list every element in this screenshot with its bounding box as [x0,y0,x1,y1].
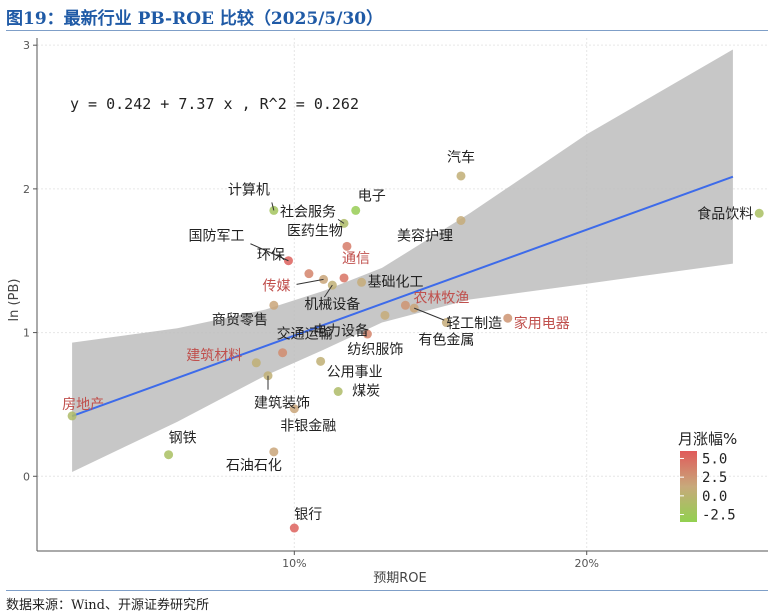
data-point [357,277,367,287]
data-point [503,313,513,323]
data-point [269,300,279,310]
legend-tick-label: -2.5 [702,508,736,524]
data-point [289,523,299,533]
data-point [164,450,174,460]
legend-tick-label: 5.0 [702,451,727,467]
regression-line [71,175,734,418]
point-label: 社会服务 [280,204,336,220]
point-label: 医药生物 [287,223,343,239]
point-label: 公用事业 [327,364,383,380]
data-point [278,348,288,358]
data-point [754,208,764,218]
point-label: 煤炭 [352,383,380,399]
point-label: 纺织服饰 [347,342,403,358]
label-leader-line [414,307,445,321]
data-point [269,447,279,457]
point-label: 传媒 [263,278,291,294]
legend-title: 月涨幅% [678,430,737,448]
point-label: 银行 [294,507,322,523]
data-point [400,300,410,310]
data-point [304,269,314,279]
data-point [67,411,77,421]
y-tick-label: 1 [23,327,30,340]
legend-tick-label: 0.0 [702,489,727,505]
point-label: 基础化工 [368,273,424,290]
point-label: 通信 [342,251,370,267]
regression-line-path [71,175,734,418]
label-leader-line [271,202,275,211]
data-point [333,386,343,396]
point-label: 环保 [257,248,285,264]
label-leader-line [337,218,345,224]
point-label: 石油石化 [226,458,282,474]
label-leader-line [296,278,324,285]
data-point [362,329,372,339]
point-label: 轻工制造 [446,316,502,332]
y-tick-label: 3 [23,39,30,52]
data-point [289,404,299,414]
data-point [316,356,326,366]
axes: 0 1 2 3 10% 20% [23,38,768,570]
title-divider [6,30,768,31]
point-label: 计算机 [228,182,270,198]
y-axis-label: ln (PB) [7,279,22,322]
x-tick-label: 20% [574,557,598,570]
label-leader-line [250,243,289,262]
confidence-band [72,49,733,472]
source-divider [6,590,768,591]
point-label: 汽车 [447,149,475,166]
data-point [380,310,390,320]
data-point [339,273,349,283]
point-label: 房地产 [62,397,104,413]
point-label: 电力设备 [313,322,369,339]
point-label: 家用电器 [514,315,570,332]
point-label: 美容护理 [397,227,453,244]
point-label: 建筑装饰 [254,396,310,412]
data-point [456,215,466,225]
point-label: 建筑材料 [186,348,242,364]
confidence-band-area [72,49,733,472]
point-label: 商贸零售 [212,312,268,328]
point-label: 食品饮料 [697,205,753,222]
point-label: 国防军工 [188,229,244,245]
point-label: 非银金融 [280,419,336,435]
data-point [251,358,261,368]
figure-title: 图19：最新行业 PB-ROE 比较（2025/5/30） [6,9,384,29]
point-label: 交通运输 [277,326,333,343]
regression-equation: y = 0.242 + 7.37 x , R^2 = 0.262 [70,95,359,113]
x-tick-label: 10% [282,557,306,570]
y-tick-label: 0 [23,470,30,483]
point-label: 钢铁 [169,431,197,447]
point-label: 有色金属 [418,332,474,349]
label-leader-line [323,284,333,298]
point-label: 电子 [358,188,386,204]
x-axis-label: 预期ROE [373,571,426,586]
y-tick-label: 2 [23,183,30,196]
data-point [351,205,361,215]
point-label: 机械设备 [304,296,360,313]
figure-source: 数据来源：Wind、开源证券研究所 [6,598,209,613]
data-point [342,241,352,251]
point-label: 农林牧渔 [413,290,469,306]
legend-tick-label: 2.5 [702,470,727,486]
legend-color-bar [680,451,697,522]
color-legend: 月涨幅% 5.0 2.5 0.0 -2.5 [678,430,737,524]
data-point [456,171,466,181]
